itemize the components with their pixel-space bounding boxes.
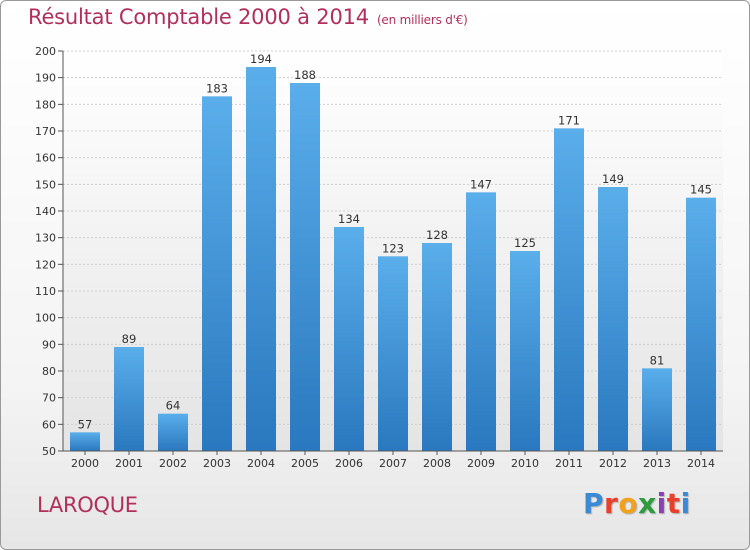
bar bbox=[334, 227, 364, 451]
x-tick-label: 2007 bbox=[379, 457, 407, 470]
chart-title-text: Résultat Comptable 2000 à 2014 bbox=[28, 5, 369, 29]
x-tick-label: 2004 bbox=[247, 457, 275, 470]
chart-subtitle: (en milliers d'€) bbox=[376, 13, 468, 27]
bar bbox=[246, 67, 276, 451]
y-tick-label: 70 bbox=[42, 392, 56, 405]
logo-letter: i bbox=[680, 487, 691, 520]
value-label: 188 bbox=[294, 68, 316, 82]
x-tick-label: 2009 bbox=[467, 457, 495, 470]
x-tick-label: 2011 bbox=[555, 457, 583, 470]
bar bbox=[378, 256, 408, 451]
logo-letter: t bbox=[666, 487, 681, 520]
logo-letter: r bbox=[604, 487, 619, 520]
bar bbox=[598, 187, 628, 451]
bar bbox=[554, 128, 584, 451]
y-tick-label: 130 bbox=[35, 232, 56, 245]
y-tick-label: 200 bbox=[35, 45, 56, 58]
x-tick-label: 2010 bbox=[511, 457, 539, 470]
logo-letter: P bbox=[583, 487, 605, 520]
value-label: 171 bbox=[558, 113, 580, 127]
proxiti-logo: Proxiti bbox=[583, 487, 691, 520]
value-label: 89 bbox=[122, 332, 137, 346]
commune-name: LAROQUE bbox=[37, 493, 138, 517]
y-tick-label: 60 bbox=[42, 418, 56, 431]
bar bbox=[466, 192, 496, 452]
bar bbox=[642, 368, 672, 451]
logo-letter: x bbox=[638, 487, 657, 520]
x-tick-label: 2002 bbox=[159, 457, 187, 470]
y-tick-label: 110 bbox=[35, 285, 56, 298]
bar bbox=[686, 197, 716, 451]
y-tick-label: 160 bbox=[35, 152, 56, 165]
y-tick-label: 90 bbox=[42, 338, 56, 351]
bar bbox=[202, 96, 232, 451]
bar bbox=[70, 432, 100, 451]
y-tick-label: 150 bbox=[35, 178, 56, 191]
x-tick-label: 2001 bbox=[115, 457, 143, 470]
x-tick-label: 2006 bbox=[335, 457, 363, 470]
x-tick-label: 2012 bbox=[599, 457, 627, 470]
bar bbox=[422, 243, 452, 451]
x-tick-label: 2003 bbox=[203, 457, 231, 470]
value-label: 145 bbox=[690, 183, 712, 197]
y-tick-label: 100 bbox=[35, 312, 56, 325]
y-tick-label: 50 bbox=[42, 445, 56, 458]
x-tick-label: 2014 bbox=[687, 457, 715, 470]
value-label: 123 bbox=[382, 241, 404, 255]
y-tick-label: 190 bbox=[35, 72, 56, 85]
value-label: 149 bbox=[602, 172, 624, 186]
value-label: 128 bbox=[426, 228, 448, 242]
x-tick-label: 2005 bbox=[291, 457, 319, 470]
value-label: 125 bbox=[514, 236, 536, 250]
logo-letter: o bbox=[618, 487, 639, 520]
x-tick-label: 2000 bbox=[71, 457, 99, 470]
value-label: 194 bbox=[250, 52, 272, 66]
bar bbox=[158, 413, 188, 451]
y-tick-label: 120 bbox=[35, 258, 56, 271]
value-label: 81 bbox=[650, 353, 665, 367]
y-tick-label: 180 bbox=[35, 98, 56, 111]
x-tick-label: 2008 bbox=[423, 457, 451, 470]
x-tick-label: 2013 bbox=[643, 457, 671, 470]
value-label: 64 bbox=[166, 399, 181, 413]
chart-title: Résultat Comptable 2000 à 2014 (en millie… bbox=[28, 5, 468, 29]
bar bbox=[114, 347, 144, 451]
value-label: 57 bbox=[78, 417, 93, 431]
logo-letter: i bbox=[656, 487, 667, 520]
y-tick-label: 140 bbox=[35, 205, 56, 218]
bar bbox=[290, 83, 320, 451]
y-tick-label: 170 bbox=[35, 125, 56, 138]
y-tick-label: 80 bbox=[42, 365, 56, 378]
value-label: 134 bbox=[338, 212, 360, 226]
value-label: 147 bbox=[470, 177, 492, 191]
value-label: 183 bbox=[206, 81, 228, 95]
bar bbox=[510, 251, 540, 451]
